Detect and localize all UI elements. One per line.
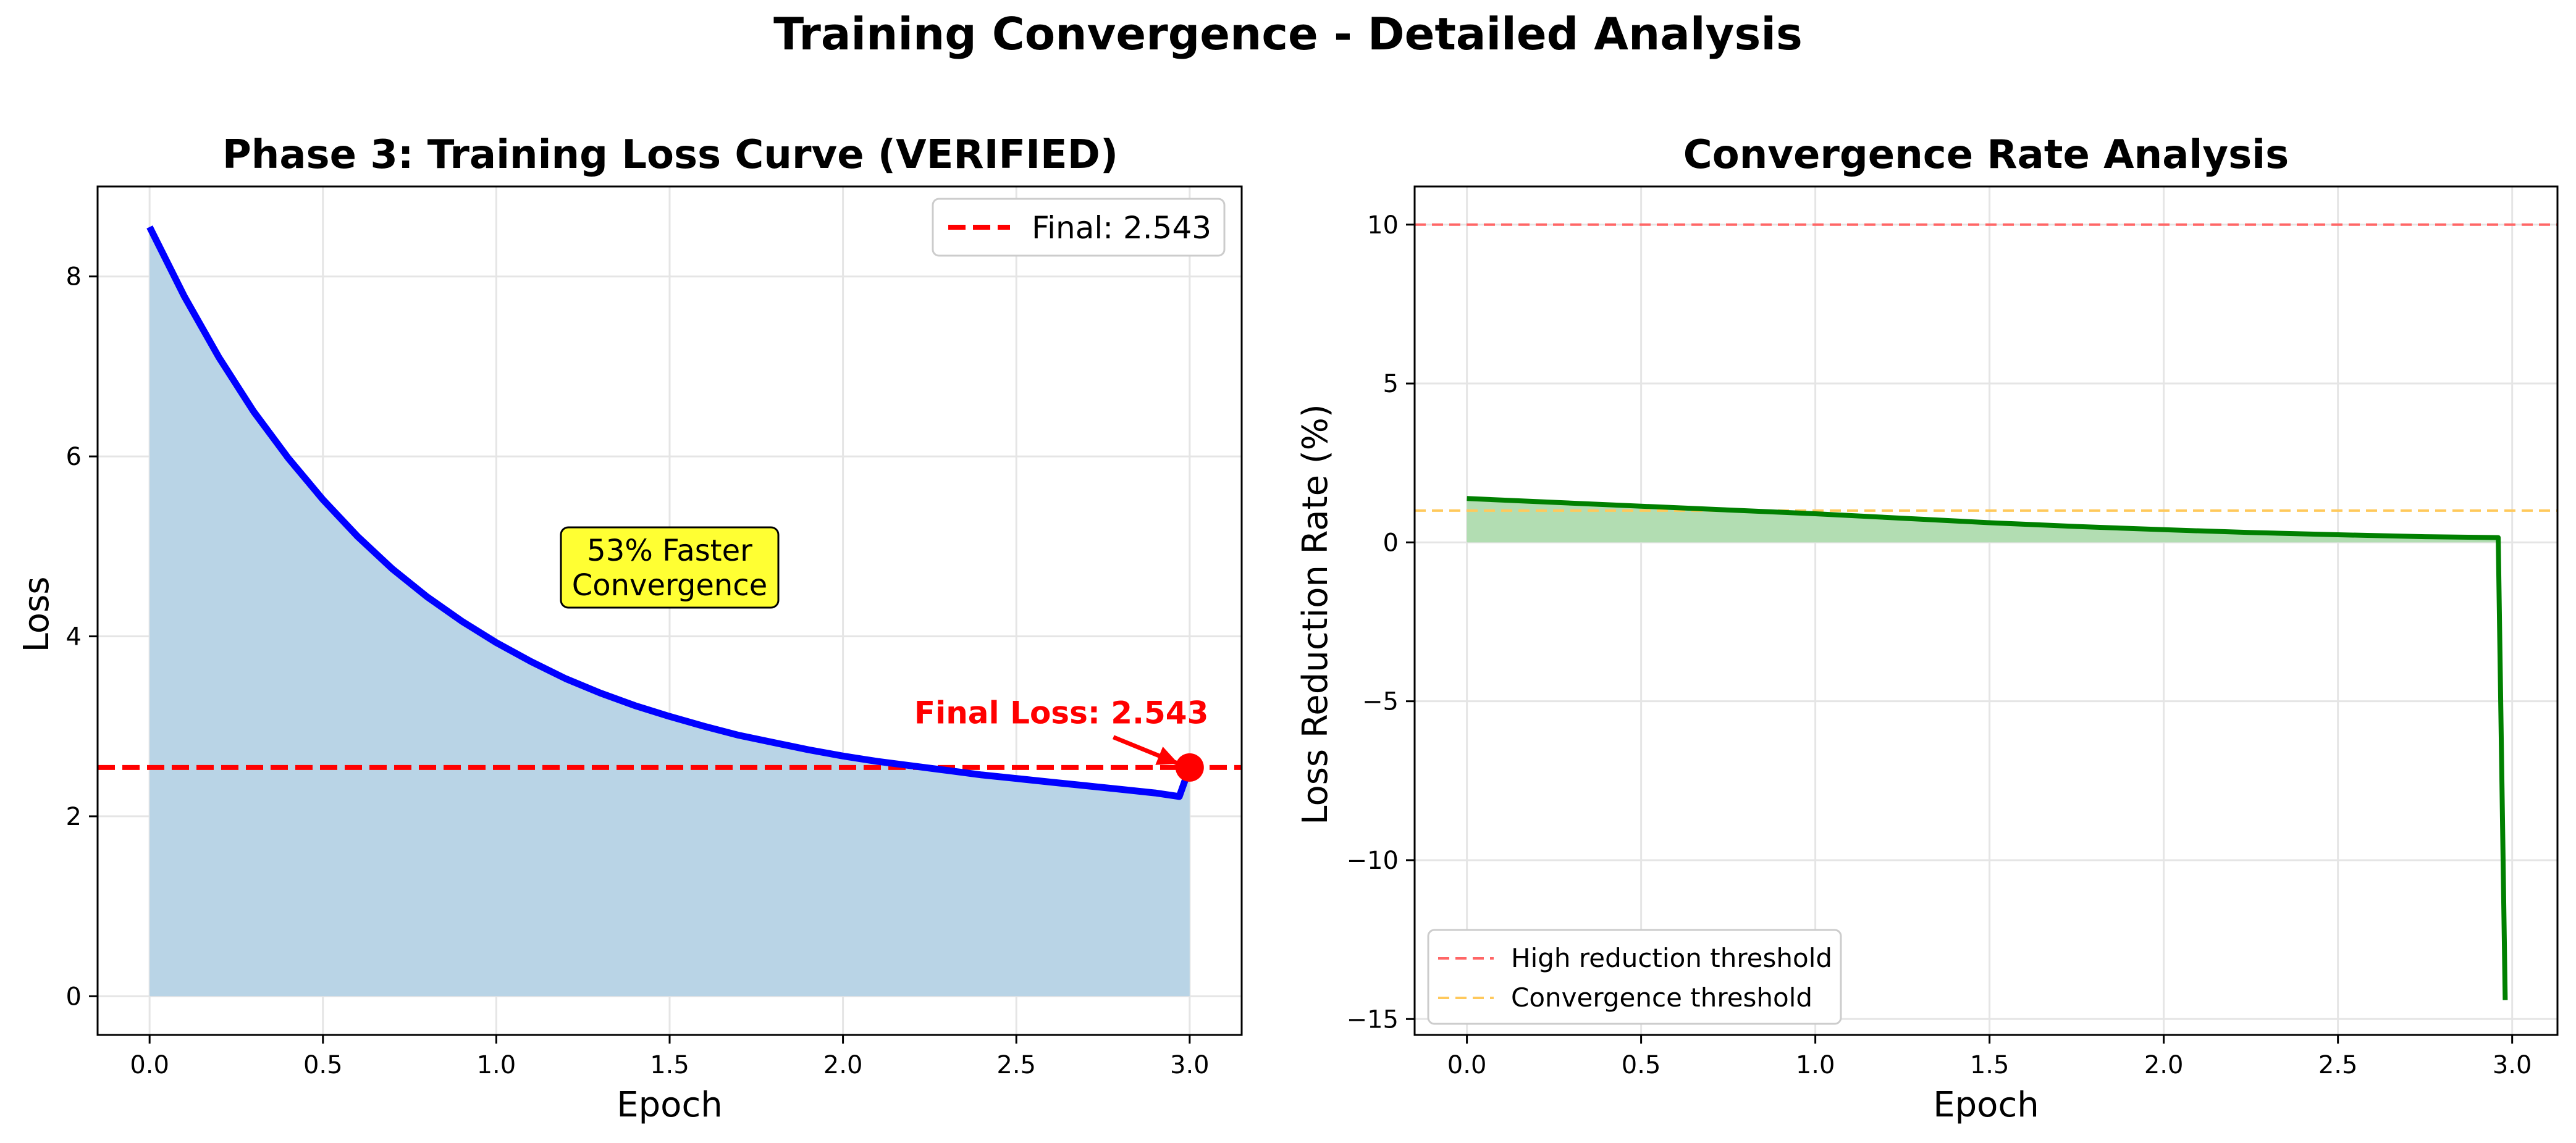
y-tick-label: 5 <box>1383 370 1399 398</box>
rate-x-ticks: 0.0 0.5 1.0 1.5 2.0 2.5 3.0 <box>1447 1035 2532 1079</box>
rate-chart-title: Convergence Rate Analysis <box>1683 132 2289 178</box>
rate-legend-label-convergence: Convergence threshold <box>1511 982 1812 1013</box>
y-tick-label: −15 <box>1347 1005 1399 1034</box>
y-tick-label: 0 <box>66 982 82 1011</box>
y-tick-label: 10 <box>1367 211 1399 240</box>
x-tick-label: 3.0 <box>1170 1051 1210 1079</box>
x-tick-label: 0.5 <box>303 1051 343 1079</box>
loss-x-axis-label: Epoch <box>617 1085 722 1125</box>
loss-y-ticks: 0 2 4 6 8 <box>66 263 98 1011</box>
y-tick-label: 6 <box>66 443 82 471</box>
rate-legend-box <box>1427 929 1842 1025</box>
rate-legend-label-high: High reduction threshold <box>1511 943 1832 973</box>
loss-fill-area <box>149 227 1190 997</box>
x-tick-label: 1.0 <box>1796 1051 1835 1079</box>
faster-convergence-callout: 53% Faster Convergence <box>560 526 780 609</box>
x-tick-label: 0.0 <box>130 1051 169 1079</box>
rate-x-axis-label: Epoch <box>1933 1085 2039 1125</box>
rate-curve <box>1467 496 2508 1000</box>
x-tick-label: 2.0 <box>823 1051 863 1079</box>
rate-plot-frame <box>1413 185 2559 1036</box>
y-tick-label: −10 <box>1347 847 1399 875</box>
x-tick-label: 0.5 <box>1622 1051 1661 1079</box>
loss-curve <box>146 225 1193 800</box>
callout-box <box>560 526 780 609</box>
arrow-head <box>1155 747 1179 765</box>
x-tick-label: 1.0 <box>477 1051 516 1079</box>
y-tick-label: −5 <box>1362 688 1399 716</box>
loss-chart: Phase 3: Training Loss Curve (VERIFIED) … <box>17 132 1243 1125</box>
rate-legend: High reduction threshold Convergence thr… <box>1427 929 1842 1025</box>
loss-y-axis-label: Loss <box>17 577 57 653</box>
x-tick-label: 1.5 <box>1970 1051 2010 1079</box>
y-tick-label: 4 <box>66 623 82 651</box>
x-tick-label: 2.0 <box>2144 1051 2184 1079</box>
rate-chart: Convergence Rate Analysis 0.0 0.5 1.0 1.5 2.… <box>1295 132 2559 1125</box>
x-tick-label: 2.5 <box>996 1051 1036 1079</box>
loss-x-ticks: 0.0 0.5 1.0 1.5 2.0 2.5 3.0 <box>130 1035 1210 1079</box>
y-tick-label: 8 <box>66 263 82 291</box>
y-tick-label: 0 <box>1383 529 1399 557</box>
y-tick-label: 2 <box>66 803 82 831</box>
final-loss-annotation: Final Loss: 2.543 <box>914 695 1208 731</box>
rate-y-ticks: −15 −10 −5 0 5 10 <box>1347 211 1415 1034</box>
callout-line-1: 53% Faster <box>587 534 752 568</box>
x-tick-label: 2.5 <box>2318 1051 2358 1079</box>
rate-grid <box>1415 186 2557 1035</box>
figure-title: Training Convergence - Detailed Analysis <box>773 8 1803 60</box>
x-tick-label: 1.5 <box>650 1051 689 1079</box>
final-loss-point <box>1175 753 1204 782</box>
x-tick-label: 0.0 <box>1447 1051 1487 1079</box>
loss-legend: Final: 2.543 <box>932 198 1226 257</box>
loss-legend-box <box>932 198 1226 257</box>
callout-line-2: Convergence <box>572 568 767 603</box>
final-loss-arrow <box>1113 735 1180 766</box>
x-tick-label: 3.0 <box>2493 1051 2532 1079</box>
loss-legend-label: Final: 2.543 <box>1032 210 1211 246</box>
rate-fill-area <box>1467 498 2499 543</box>
rate-y-axis-label: Loss Reduction Rate (%) <box>1295 404 1336 825</box>
loss-chart-title: Phase 3: Training Loss Curve (VERIFIED) <box>222 132 1118 178</box>
